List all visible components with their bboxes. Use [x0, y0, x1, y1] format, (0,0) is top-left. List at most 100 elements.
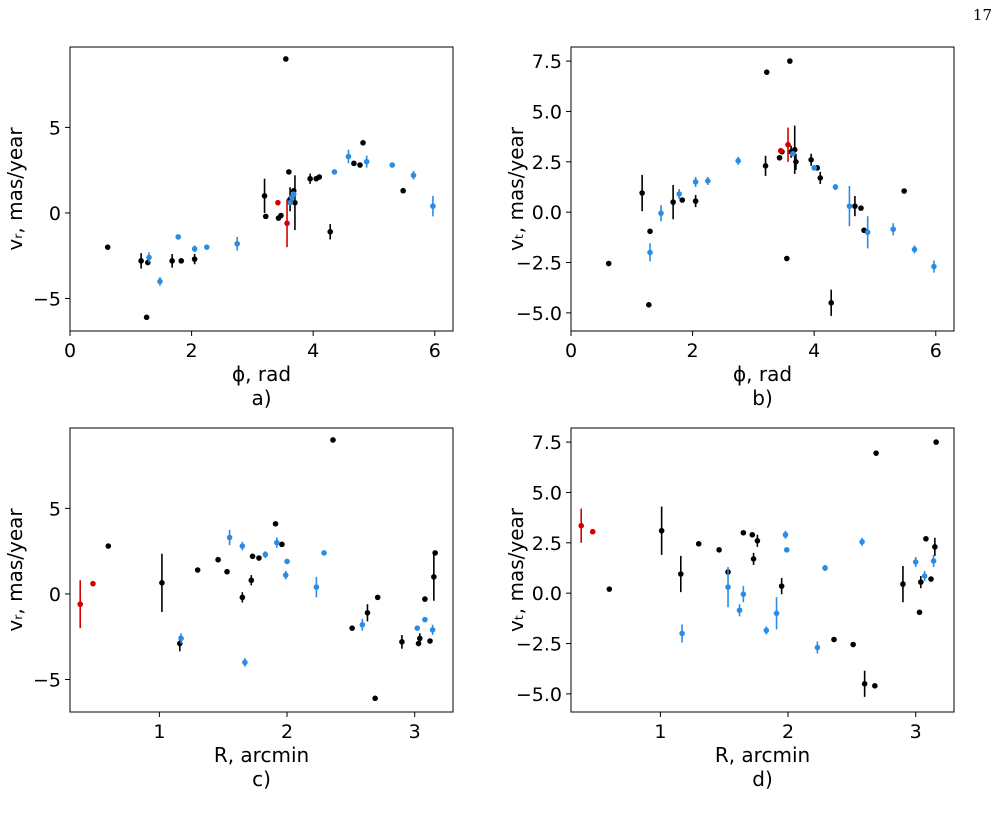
- data-point: [864, 216, 871, 249]
- series-black: [105, 437, 438, 702]
- x-tick-label: 1: [153, 721, 165, 743]
- point-marker: [763, 627, 770, 634]
- panel-caption: d): [752, 767, 773, 791]
- y-tick-label: 0: [49, 584, 61, 606]
- data-point: [605, 260, 612, 267]
- x-axis-label: R, arcmin: [715, 743, 810, 767]
- point-marker: [777, 147, 784, 154]
- data-point: [639, 174, 645, 212]
- point-marker: [256, 555, 262, 561]
- data-point: [427, 638, 433, 644]
- point-marker: [831, 636, 837, 643]
- data-point: [422, 596, 428, 602]
- point-marker: [262, 551, 269, 558]
- plot-frame: [69, 427, 454, 713]
- point-marker: [933, 439, 939, 445]
- point-marker: [215, 556, 221, 563]
- y-axis-label: vₜ, mas/year: [504, 126, 528, 251]
- data-point: [215, 556, 221, 563]
- data-point: [773, 597, 780, 630]
- point-marker: [916, 609, 923, 616]
- point-marker: [704, 178, 711, 184]
- point-marker: [316, 174, 323, 180]
- data-point: [316, 174, 323, 180]
- data-point: [175, 234, 182, 240]
- point-marker: [360, 140, 366, 146]
- data-point: [811, 165, 817, 171]
- data-point: [138, 253, 144, 269]
- data-point: [275, 199, 281, 206]
- data-point: [327, 224, 333, 240]
- panel-caption: b): [752, 386, 773, 410]
- data-point: [890, 223, 897, 236]
- data-point: [194, 567, 201, 573]
- data-point: [104, 244, 111, 250]
- data-point: [360, 140, 366, 146]
- point-marker: [249, 553, 256, 560]
- point-marker: [261, 193, 268, 199]
- data-point: [872, 683, 878, 689]
- data-point: [900, 565, 906, 603]
- point-marker: [307, 175, 313, 182]
- point-marker: [430, 203, 436, 209]
- point-marker: [676, 191, 683, 197]
- panel-caption: a): [251, 386, 271, 410]
- point-marker: [692, 179, 699, 185]
- data-point: [286, 169, 292, 175]
- y-tick-label: 0.0: [532, 583, 562, 605]
- point-marker: [77, 601, 84, 608]
- point-marker: [782, 531, 789, 538]
- x-tick-label: 6: [429, 340, 441, 362]
- data-point: [750, 552, 757, 565]
- point-marker: [262, 213, 269, 220]
- data-point: [646, 302, 652, 308]
- y-tick-label: 7.5: [532, 51, 562, 73]
- data-point: [787, 58, 793, 64]
- plot-frame: [570, 46, 955, 332]
- data-point: [782, 530, 789, 539]
- data-point: [846, 185, 853, 227]
- data-point: [284, 199, 290, 248]
- point-marker: [647, 249, 653, 256]
- data-point: [589, 528, 596, 535]
- point-marker: [284, 220, 290, 227]
- x-tick-label: 2: [687, 340, 699, 362]
- data-point: [307, 173, 313, 184]
- data-point: [776, 154, 783, 161]
- point-marker: [432, 550, 438, 556]
- data-point: [861, 670, 868, 697]
- point-marker: [763, 69, 770, 75]
- point-marker: [658, 527, 665, 534]
- data-point: [735, 156, 741, 165]
- point-marker: [431, 574, 437, 580]
- y-tick-label: −5: [33, 669, 61, 691]
- data-point: [261, 178, 268, 213]
- series-blue: [178, 529, 436, 667]
- point-marker: [589, 528, 596, 535]
- point-marker: [178, 258, 185, 264]
- x-axis-label: ϕ, rad: [733, 362, 792, 386]
- data-point: [763, 69, 770, 75]
- point-marker: [912, 559, 919, 565]
- point-marker: [790, 150, 796, 157]
- data-point: [191, 245, 198, 253]
- point-marker: [735, 158, 741, 164]
- y-axis-label: vᵣ, mas/year: [3, 127, 27, 251]
- point-marker: [191, 256, 198, 262]
- data-point: [283, 56, 289, 62]
- data-point: [321, 550, 327, 556]
- point-marker: [429, 627, 436, 633]
- data-point: [422, 616, 428, 623]
- point-marker: [692, 198, 699, 204]
- data-point: [647, 243, 653, 262]
- point-marker: [178, 635, 184, 642]
- data-point: [578, 508, 585, 543]
- data-point: [749, 531, 756, 538]
- data-point: [351, 160, 357, 167]
- data-point: [928, 576, 934, 582]
- y-axis-label: vᵣ, mas/year: [3, 508, 27, 632]
- data-point: [178, 633, 184, 644]
- data-point: [410, 171, 417, 180]
